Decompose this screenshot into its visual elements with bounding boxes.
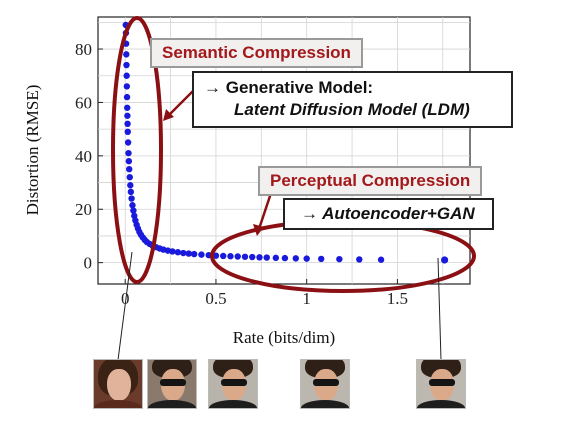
x-tick-label: 1.5 [387,289,408,308]
data-point [185,250,192,257]
generative-model-box: → Generative Model: Latent Diffusion Mod… [192,71,513,128]
data-point [124,112,131,119]
data-point [127,182,134,189]
connector-high-rate [437,257,442,361]
y-axis-label: Distortion (RMSE) [23,85,42,216]
generative-model-prefix: → Generative Model: [204,78,374,97]
data-point [124,128,131,136]
data-point [128,195,135,202]
data-point [180,249,187,257]
data-point [126,174,133,181]
data-point [241,253,249,260]
autoencoder-gan-text: → Autoencoder+GAN [301,204,475,223]
x-tick-label: 0.5 [205,289,226,308]
data-point [190,250,198,258]
data-point [123,83,131,90]
sample-image-5 [416,359,466,409]
perceptual-compression-text: Perceptual Compression [270,171,471,190]
autoencoder-gan-box: → Autoencoder+GAN [283,198,494,230]
data-point [125,149,132,157]
semantic-compression-text: Semantic Compression [162,43,351,62]
data-point [169,248,176,255]
sample-image-2 [147,359,197,409]
ldm-label: Latent Diffusion Model (LDM) [234,100,470,119]
data-point [123,51,130,58]
image-connector-lines [117,251,442,361]
x-axis-label: Rate (bits/dim) [233,328,335,347]
x-tick-label: 1 [302,289,311,308]
semantic-ellipse [111,16,163,284]
data-point [220,252,227,260]
data-point [263,254,270,261]
data-point [198,251,205,258]
x-tick-label: 0 [121,289,130,308]
sample-image-1 [93,359,143,409]
data-point [440,256,449,264]
data-point [234,253,241,260]
data-point [125,157,133,165]
data-point [281,254,289,262]
y-tick-label: 60 [75,93,92,112]
perceptual-arrowhead [253,224,264,236]
data-point [356,256,363,263]
sample-image-3 [208,359,258,409]
data-point [174,249,182,256]
y-tick-label: 80 [75,40,92,59]
y-tick-label: 20 [75,200,92,219]
data-point [212,252,220,259]
data-point [126,165,133,173]
data-point [227,253,234,260]
data-point [272,254,280,262]
axis-ticks: 0 0.5 1 1.5 0 20 40 60 80 [75,40,408,308]
data-point [127,188,135,196]
data-points [122,21,449,264]
data-point [336,255,343,263]
data-point [129,202,136,209]
data-point [256,254,263,261]
data-point [123,93,131,101]
data-point [123,72,130,79]
perceptual-compression-label: Perceptual Compression [258,166,483,196]
data-point [249,253,256,261]
data-point [130,207,137,214]
data-point [124,120,131,128]
data-point [318,255,325,263]
data-point [124,104,131,111]
connector-low-rate [117,251,133,361]
semantic-compression-label: Semantic Compression [150,38,363,68]
y-tick-label: 0 [84,254,93,273]
data-point [292,255,299,262]
sample-image-4 [300,359,350,409]
data-point [303,255,310,262]
perceptual-arrow [257,192,273,230]
data-point [124,139,132,146]
semantic-arrowhead [163,109,174,121]
y-tick-label: 40 [75,147,92,166]
data-point [377,256,385,263]
data-point [123,61,130,69]
